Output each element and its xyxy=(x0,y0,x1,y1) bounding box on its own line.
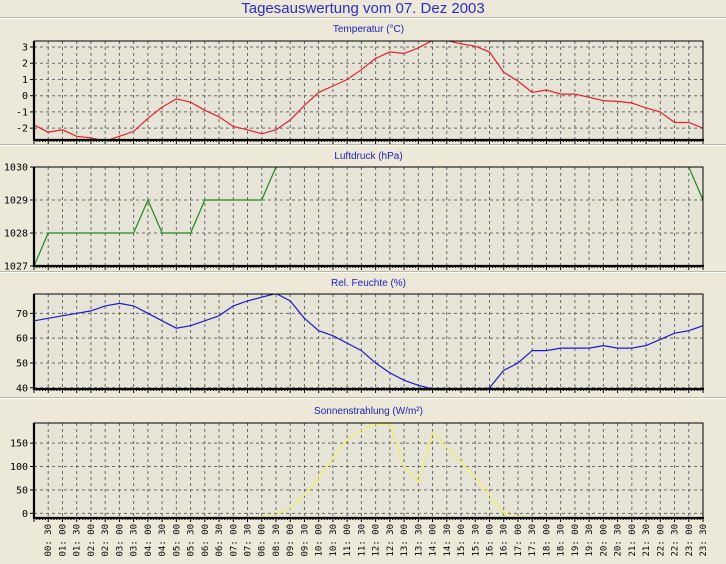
x-tick-label: 09: 00 xyxy=(286,524,296,557)
x-tick-label: 14: 00 xyxy=(429,524,439,557)
x-tick-label: 18: 00 xyxy=(542,524,552,557)
plot-area xyxy=(34,167,703,266)
y-tick-label: 1 xyxy=(22,75,28,86)
y-tick-label: -2 xyxy=(16,124,28,135)
x-tick-label: 05: 30 xyxy=(187,524,197,557)
plot-area xyxy=(34,41,703,140)
y-tick-label: 1027 xyxy=(4,262,28,273)
x-tick-label: 06: 00 xyxy=(201,524,211,557)
y-tick-label: 100 xyxy=(10,462,28,473)
x-tick-label: 13: 00 xyxy=(400,524,410,557)
x-tick-label: 23: 00 xyxy=(685,524,695,557)
y-tick-label: 0 xyxy=(22,509,28,520)
series-group xyxy=(34,294,703,389)
chart-title: Temperatur (°C) xyxy=(333,24,404,35)
chart-title: Luftdruck (hPa) xyxy=(334,151,402,162)
divider xyxy=(0,17,726,19)
x-tick-label: 15: 30 xyxy=(471,524,481,557)
y-tick-label: 1030 xyxy=(4,163,28,174)
x-tick-label: 23: 30 xyxy=(699,524,709,557)
y-tick-label: 2 xyxy=(22,59,28,70)
y-tick-label: 0 xyxy=(22,91,28,102)
y-tick-label: 150 xyxy=(10,439,28,450)
x-tick-label: 20: 00 xyxy=(599,524,609,557)
x-tick-label: 05: 00 xyxy=(172,524,182,557)
y-tick-label: 1029 xyxy=(4,196,28,207)
x-tick-label: 21: 30 xyxy=(642,524,652,557)
y-tick-label: 50 xyxy=(16,485,28,496)
x-tick-label: 21: 00 xyxy=(628,524,638,557)
x-tick-label: 14: 30 xyxy=(443,524,453,557)
x-tick-label: 19: 30 xyxy=(585,524,595,557)
x-tick-label: 02: 00 xyxy=(87,524,97,557)
x-tick-label: 06: 30 xyxy=(215,524,225,557)
x-tick-label: 20: 30 xyxy=(614,524,624,557)
x-tick-label: 07: 30 xyxy=(244,524,254,557)
y-tick-label: 50 xyxy=(16,358,28,369)
x-tick-label: 03: 00 xyxy=(115,524,125,557)
x-tick-label: 16: 00 xyxy=(486,524,496,557)
series-group xyxy=(34,167,703,266)
x-tick-label: 01: 00 xyxy=(59,524,69,557)
temperature-line xyxy=(34,41,703,140)
solar-chart: Sonnenstrahlung (W/m²) 0 50 100 150 00: 30 01:… xyxy=(10,406,709,557)
x-tick-label: 17: 30 xyxy=(528,524,538,557)
x-tick-label: 19: 00 xyxy=(571,524,581,557)
x-tick-label: 12: 30 xyxy=(386,524,396,557)
x-tick-label: 02: 30 xyxy=(101,524,111,557)
x-tick-label: 17: 00 xyxy=(514,524,524,557)
pressure-line xyxy=(34,167,703,266)
page-title: Tagesauswertung vom 07. Dez 2003 xyxy=(241,0,485,17)
x-tick-label: 13: 30 xyxy=(414,524,424,557)
x-tick-label: 09: 30 xyxy=(300,524,310,557)
divider xyxy=(0,271,726,273)
y-tick-label: 60 xyxy=(16,334,28,345)
x-tick-label: 10: 30 xyxy=(329,524,339,557)
x-tick-label: 11: 00 xyxy=(343,524,353,557)
chart-title: Sonnenstrahlung (W/m²) xyxy=(314,406,423,417)
humidity-line xyxy=(34,294,703,389)
x-tick-label: 11: 30 xyxy=(357,524,367,557)
plot-area xyxy=(34,294,703,389)
x-tick-label: 12: 00 xyxy=(372,524,382,557)
pressure-chart: Luftdruck (hPa) 1027 1028 1029 1030 xyxy=(4,151,704,273)
temperature-chart: Temperatur (°C) -2 -1 0 1 2 3 xyxy=(16,24,704,144)
y-tick-label: 70 xyxy=(16,309,28,320)
chart-title: Rel. Feuchte (%) xyxy=(331,278,406,289)
x-tick-label: 22: 30 xyxy=(671,524,681,557)
x-tick-label: 10: 00 xyxy=(315,524,325,557)
humidity-chart: Rel. Feuchte (%) 40 50 60 70 xyxy=(16,278,704,394)
plot-area xyxy=(34,423,703,518)
x-tick-label: 03: 30 xyxy=(130,524,140,557)
x-tick-label: 08: 30 xyxy=(272,524,282,557)
x-tick-label: 18: 30 xyxy=(557,524,567,557)
divider xyxy=(0,397,726,399)
y-tick-label: 40 xyxy=(16,383,28,394)
divider xyxy=(0,144,726,146)
solar-line xyxy=(34,423,703,518)
x-tick-label: 22: 00 xyxy=(656,524,666,557)
x-tick-label: 15: 00 xyxy=(457,524,467,557)
x-tick-label: 04: 00 xyxy=(144,524,154,557)
y-tick-label: -1 xyxy=(16,107,28,118)
x-tick-label: 01: 30 xyxy=(73,524,83,557)
x-tick-label: 08: 00 xyxy=(258,524,268,557)
y-tick-label: 3 xyxy=(22,43,28,54)
x-tick-label: 04: 30 xyxy=(158,524,168,557)
x-tick-label: 00: 30 xyxy=(44,524,54,557)
series-group xyxy=(34,41,703,140)
x-tick-label: 16: 30 xyxy=(500,524,510,557)
x-tick-label: 07: 00 xyxy=(229,524,239,557)
y-tick-label: 1028 xyxy=(4,229,28,240)
